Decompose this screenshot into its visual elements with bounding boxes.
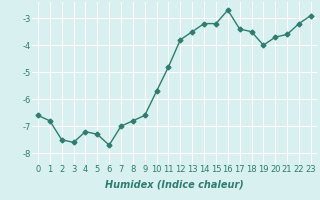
- X-axis label: Humidex (Indice chaleur): Humidex (Indice chaleur): [105, 180, 244, 190]
